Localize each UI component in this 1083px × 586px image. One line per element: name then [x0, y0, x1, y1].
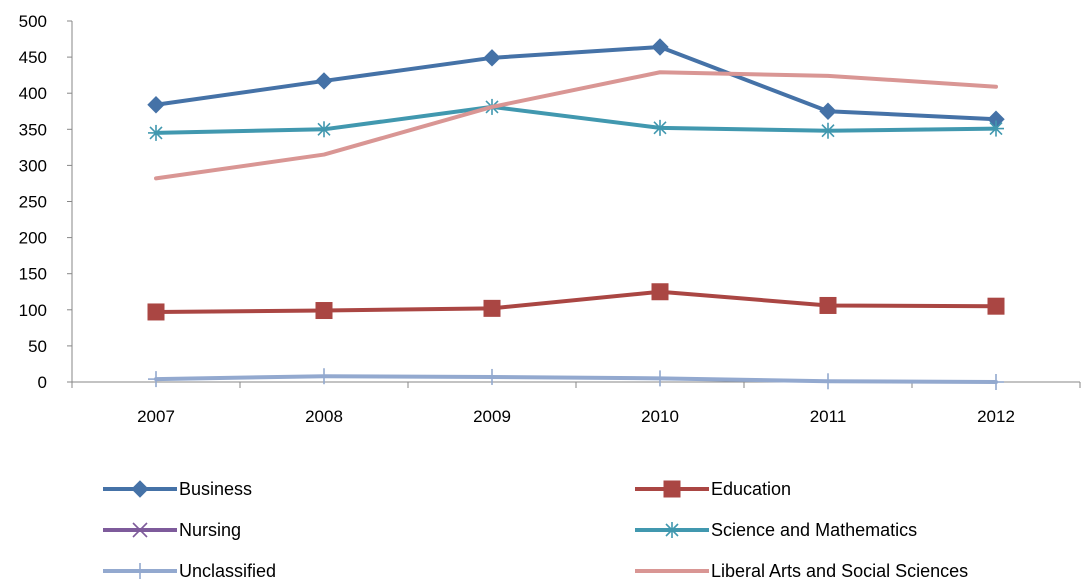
- chart-series: [147, 38, 1005, 390]
- legend-marker: [664, 522, 680, 538]
- diamond-marker-shape: [819, 102, 837, 120]
- x-tick-label: 2011: [810, 407, 847, 426]
- square-marker-shape: [663, 480, 681, 498]
- data-point-unclassified: [652, 370, 668, 387]
- series-line-unclassified: [154, 374, 998, 384]
- data-point-science-and-mathematics: [652, 119, 668, 136]
- data-point-unclassified: [316, 368, 332, 385]
- y-tick-label: 200: [19, 229, 47, 248]
- legend-label: Science and Mathematics: [711, 520, 917, 540]
- legend-label: Business: [179, 479, 252, 499]
- square-marker-shape: [819, 296, 837, 314]
- square-marker-shape: [651, 283, 669, 301]
- data-point-science-and-mathematics: [820, 122, 836, 139]
- y-tick-label: 50: [28, 337, 47, 356]
- data-point-business: [819, 102, 837, 120]
- x-marker-stroke: [132, 522, 148, 538]
- y-tick-label: 500: [19, 12, 47, 31]
- asterisk-marker-stroke: [665, 523, 679, 537]
- data-point-education: [987, 297, 1005, 315]
- diamond-marker-shape: [147, 96, 165, 114]
- series-line-education: [154, 289, 998, 314]
- asterisk-marker-stroke: [821, 124, 835, 138]
- x-tick-label: 2010: [641, 407, 679, 426]
- legend-marker: [132, 522, 148, 538]
- legend-item-education: Education: [635, 479, 791, 499]
- asterisk-marker-stroke: [989, 122, 1003, 136]
- chart-legend: Business Education Nursing Science and Math…: [103, 479, 968, 581]
- legend-item-unclassified: Unclassified: [103, 561, 276, 581]
- chart-axes: 0 50 100 150 200 250 300 350 400 450 500 2007 2008 20…: [19, 12, 1081, 426]
- square-marker-shape: [987, 297, 1005, 315]
- diamond-marker-shape: [483, 49, 501, 67]
- legend-marker: [131, 480, 149, 498]
- series-line-liberal-arts-and-social-sciences: [154, 70, 998, 181]
- legend-item-science-and-mathematics: Science and Mathematics: [635, 520, 917, 540]
- data-point-unclassified: [148, 371, 164, 388]
- data-point-education: [651, 283, 669, 301]
- legend-item-nursing: Nursing: [103, 520, 241, 540]
- data-point-business: [651, 38, 669, 56]
- y-tick-label: 100: [19, 301, 47, 320]
- legend-marker: [132, 563, 148, 579]
- y-tick-label: 350: [19, 120, 47, 139]
- data-point-business: [147, 96, 165, 114]
- data-point-science-and-mathematics: [148, 124, 164, 141]
- series-line-business: [154, 44, 998, 122]
- square-marker-shape: [147, 303, 165, 321]
- asterisk-marker-stroke: [317, 122, 331, 136]
- data-point-business: [483, 49, 501, 67]
- data-point-science-and-mathematics: [988, 120, 1004, 137]
- x-tick-label: 2012: [977, 407, 1015, 426]
- legend-label: Unclassified: [179, 561, 276, 581]
- x-tick-label: 2008: [305, 407, 343, 426]
- asterisk-marker-stroke: [653, 121, 667, 135]
- diamond-marker-shape: [131, 480, 149, 498]
- y-tick-label: 150: [19, 265, 47, 284]
- square-marker-shape: [315, 302, 333, 320]
- y-tick-label: 450: [19, 48, 47, 67]
- y-tick-label: 400: [19, 84, 47, 103]
- x-tick-label: 2009: [473, 407, 511, 426]
- legend-label: Liberal Arts and Social Sciences: [711, 561, 968, 581]
- square-marker-shape: [483, 299, 501, 317]
- y-tick-label: 250: [19, 193, 47, 212]
- data-point-education: [147, 303, 165, 321]
- legend-marker: [663, 480, 681, 498]
- y-tick-label: 0: [38, 373, 47, 392]
- legend-label: Education: [711, 479, 791, 499]
- legend-label: Nursing: [179, 520, 241, 540]
- y-tick-label: 300: [19, 156, 47, 175]
- data-point-education: [819, 296, 837, 314]
- legend-item-liberal-arts-and-social-sciences: Liberal Arts and Social Sciences: [635, 561, 968, 581]
- data-point-education: [483, 299, 501, 317]
- data-point-science-and-mathematics: [316, 121, 332, 138]
- diamond-marker-shape: [651, 38, 669, 56]
- data-point-unclassified: [484, 368, 500, 385]
- x-tick-label: 2007: [137, 407, 175, 426]
- asterisk-marker-stroke: [149, 126, 163, 140]
- data-point-education: [315, 302, 333, 320]
- diamond-marker-shape: [315, 72, 333, 90]
- data-point-business: [315, 72, 333, 90]
- data-point-unclassified: [820, 373, 836, 390]
- data-point-unclassified: [988, 374, 1004, 390]
- legend-item-business: Business: [103, 479, 252, 499]
- series-line-science-and-mathematics: [154, 104, 998, 135]
